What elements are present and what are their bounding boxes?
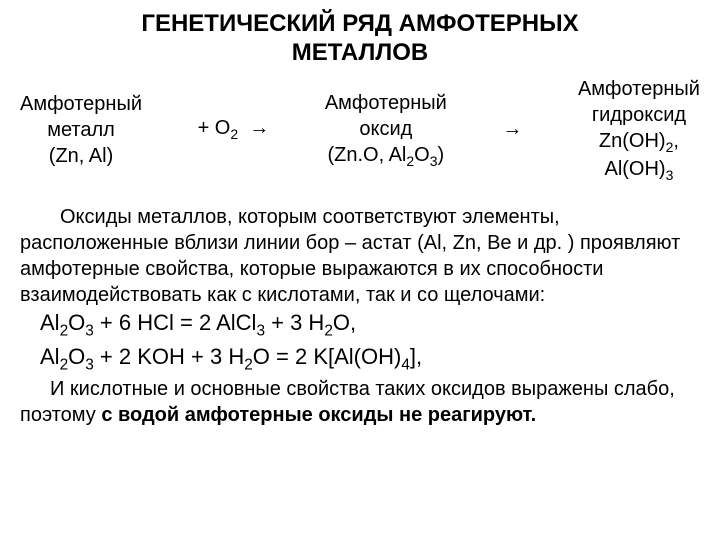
box2-l2: оксид — [359, 118, 412, 140]
eq2a: Al — [40, 344, 60, 369]
scheme-box-metal: Амфотерный металл (Zn, Al) — [20, 91, 142, 169]
reaction-scheme: Амфотерный металл (Zn, Al) + O2 → Амфоте… — [20, 76, 700, 184]
para2b: с водой амфотерные оксиды не реагируют. — [101, 404, 536, 426]
box3-l2: гидроксид — [592, 104, 686, 126]
box3-l4a: Al(OH) — [604, 158, 665, 180]
equation-2: Al2O3 + 2 KOH + 3 H2O = 2 K[Al(OH)4], — [40, 342, 700, 376]
box2-l3b: O, Al — [363, 144, 406, 166]
box2-l3d: ) — [438, 144, 445, 166]
arrow2: → — [494, 118, 530, 141]
page-title: ГЕНЕТИЧЕСКИЙ РЯД АМФОТЕРНЫХ МЕТАЛЛОВ — [20, 10, 700, 68]
arrow1: → — [249, 117, 269, 139]
box3-l1: Амфотерный — [578, 78, 700, 100]
box3-l3a: Zn(OH) — [599, 130, 666, 152]
paragraph-1: Оксиды металлов, которым соответствуют э… — [20, 204, 700, 308]
box2-l1: Амфотерный — [325, 92, 447, 114]
scheme-box-hydroxide: Амфотерный гидроксид Zn(OH)2, Al(OH)3 — [578, 76, 700, 184]
box2-l3a: (Zn — [327, 144, 357, 166]
eq1a: Al — [40, 310, 60, 335]
eq2c: + 2 KOH + 3 H — [94, 344, 244, 369]
eq1c: + 6 HCl = 2 AlCl — [94, 310, 257, 335]
eq1e: O, — [333, 310, 356, 335]
paragraph-2: И кислотные и основные свойства таких ок… — [20, 376, 700, 428]
eq2b: O — [68, 344, 85, 369]
box1-l2: металл — [47, 119, 115, 141]
title-line1: ГЕНЕТИЧЕСКИЙ РЯД АМФОТЕРНЫХ — [141, 10, 578, 37]
eq1b: O — [68, 310, 85, 335]
box1-l1: Амфотерный — [20, 93, 142, 115]
eq1d: + 3 H — [265, 310, 324, 335]
plus-o2: + O — [198, 117, 231, 139]
box1-l3: (Zn, Al) — [49, 145, 113, 167]
equation-1: Al2O3 + 6 HCl = 2 AlCl3 + 3 H2O, — [40, 308, 700, 342]
scheme-box-oxide: Амфотерный оксид (Zn.O, Al2O3) — [325, 90, 447, 170]
box3-l3b: , — [673, 130, 679, 152]
box2-l3c: O — [414, 144, 430, 166]
eq2d: O = 2 K[Al(OH) — [253, 344, 402, 369]
plus-o2-arrow: + O2 → — [190, 117, 278, 142]
eq2e: ], — [410, 344, 422, 369]
title-line2: МЕТАЛЛОВ — [292, 39, 428, 66]
